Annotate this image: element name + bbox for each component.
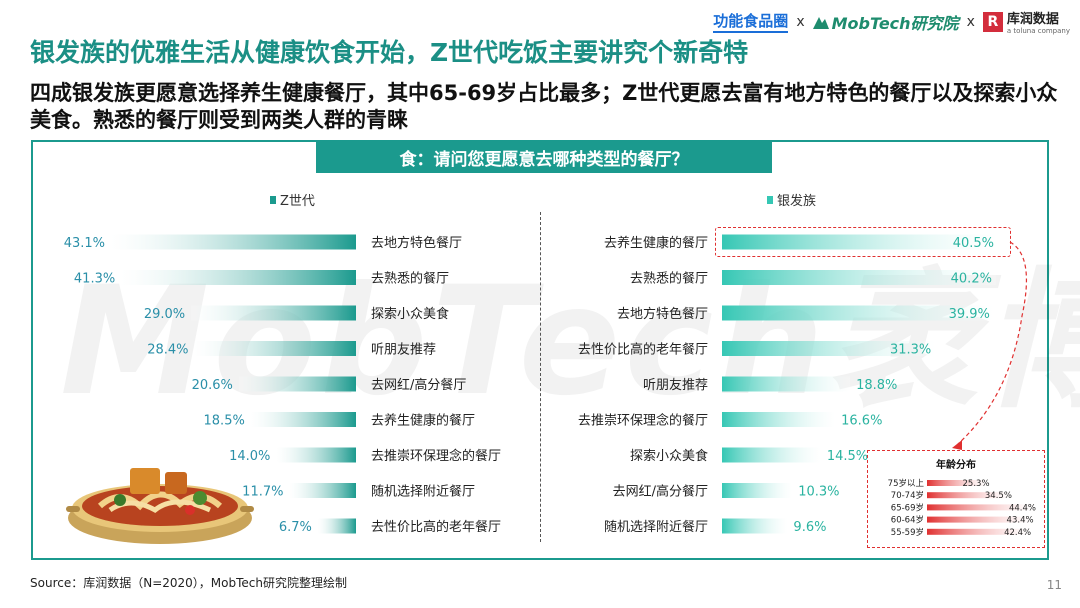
hotpot-illustration xyxy=(66,468,254,544)
age-category-label: 70-74岁 xyxy=(891,490,924,501)
genz-bar xyxy=(121,270,356,285)
silver-value-label: 10.3% xyxy=(798,485,839,500)
genz-category-label: 探索小众美食 xyxy=(371,306,449,322)
logo-separator: x xyxy=(796,13,805,30)
genz-value-label: 28.4% xyxy=(147,343,188,358)
genz-bar xyxy=(191,305,356,321)
genz-bar xyxy=(289,483,356,498)
genz-category-label: 随机选择附近餐厅 xyxy=(371,484,475,500)
age-distribution-title: 年龄分布 xyxy=(936,460,976,471)
silver-value-label: 39.9% xyxy=(949,307,990,322)
silver-value-label: 9.6% xyxy=(793,520,826,535)
genz-bar xyxy=(276,447,356,463)
silver-category-label: 去养生健康的餐厅 xyxy=(604,235,708,251)
genz-value-label: 6.7% xyxy=(279,520,312,535)
source-note: Source：库润数据（N=2020），MobTech研究院整理绘制 xyxy=(30,576,347,590)
age-bar xyxy=(927,516,1033,523)
silver-value-label: 40.5% xyxy=(953,236,994,251)
callout-arrow xyxy=(952,241,1027,450)
genz-category-label: 去熟悉的餐厅 xyxy=(371,271,449,287)
legend-genz: Z世代 xyxy=(270,190,315,209)
genz-value-label: 18.5% xyxy=(204,414,245,429)
genz-category-label: 听朋友推荐 xyxy=(371,342,436,358)
logo-separator: x xyxy=(966,13,975,30)
age-value-label: 44.4% xyxy=(1009,503,1036,513)
silver-bar xyxy=(722,518,788,534)
kurun-logo: R 库润数据 a toluna company xyxy=(982,8,1070,35)
silver-category-label: 去地方特色餐厅 xyxy=(617,306,708,322)
kurun-mark-icon: R xyxy=(982,11,1003,32)
page-subtitle: 四成银发族更愿意选择养生健康餐厅，其中65-69岁占比最多；Z世代更愿去富有地方… xyxy=(30,81,1058,132)
genz-value-label: 41.3% xyxy=(74,272,115,287)
silver-bar xyxy=(722,447,821,463)
genz-value-label: 20.6% xyxy=(192,378,233,393)
silver-bar xyxy=(722,234,998,250)
age-category-label: 60-64岁 xyxy=(891,515,924,526)
age-category-label: 75岁以上 xyxy=(888,478,925,489)
silver-category-label: 去性价比高的老年餐厅 xyxy=(578,342,708,358)
silver-value-label: 16.6% xyxy=(841,414,882,429)
genz-bar xyxy=(238,376,356,392)
silver-category-label: 听朋友推荐 xyxy=(643,377,708,393)
legend-swatch-icon xyxy=(270,195,276,204)
legend-silver: 银发族 xyxy=(767,190,816,209)
silver-value-label: 31.3% xyxy=(890,343,931,358)
silver-value-label: 14.5% xyxy=(827,449,868,464)
functional-food-logo: 功能食品圈 xyxy=(713,10,789,33)
age-bar xyxy=(927,528,1031,535)
page-number: 11 xyxy=(1046,578,1062,592)
genz-value-label: 14.0% xyxy=(229,449,270,464)
legend-swatch-icon xyxy=(767,195,773,204)
age-bar xyxy=(927,480,989,486)
genz-bar xyxy=(194,341,356,356)
silver-bar xyxy=(722,483,793,498)
age-category-label: 65-69岁 xyxy=(891,502,924,513)
genz-category-label: 去网红/高分餐厅 xyxy=(371,377,466,393)
silver-category-label: 去网红/高分餐厅 xyxy=(613,484,708,500)
genz-value-label: 29.0% xyxy=(144,307,185,322)
silver-category-label: 探索小众美食 xyxy=(630,448,708,464)
silver-bar xyxy=(722,376,851,392)
age-bar xyxy=(927,492,1011,499)
genz-category-label: 去性价比高的老年餐厅 xyxy=(371,519,501,535)
genz-value-label: 11.7% xyxy=(242,485,283,500)
age-value-label: 42.4% xyxy=(1004,528,1031,538)
silver-value-label: 18.8% xyxy=(856,378,897,393)
silver-bar xyxy=(722,412,836,427)
age-bar xyxy=(927,504,1035,511)
silver-bar xyxy=(722,270,996,285)
genz-category-label: 去地方特色餐厅 xyxy=(371,235,462,251)
age-distribution-box xyxy=(867,450,1045,548)
genz-value-label: 43.1% xyxy=(64,236,105,251)
genz-bar xyxy=(317,518,356,534)
age-value-label: 25.3% xyxy=(963,479,990,489)
silver-category-label: 随机选择附近餐厅 xyxy=(604,519,708,535)
genz-bar xyxy=(111,234,356,250)
header-logos: 功能食品圈 x MobTech研究院 x R 库润数据 a toluna com… xyxy=(713,8,1070,35)
age-value-label: 34.5% xyxy=(985,491,1012,501)
silver-category-label: 去熟悉的餐厅 xyxy=(630,271,708,287)
mobtech-mark-icon xyxy=(812,16,829,29)
silver-value-label: 40.2% xyxy=(951,272,992,287)
question-banner: 食：请问您更愿意去哪种类型的餐厅？ xyxy=(316,141,772,173)
silver-bar xyxy=(722,341,936,356)
genz-category-label: 去养生健康的餐厅 xyxy=(371,413,475,429)
genz-bar xyxy=(250,412,356,427)
mobtech-logo: MobTech研究院 xyxy=(812,10,959,34)
silver-bar xyxy=(722,305,994,321)
age-value-label: 43.4% xyxy=(1007,516,1034,526)
age-category-label: 55-59岁 xyxy=(891,527,924,538)
silver-category-label: 去推崇环保理念的餐厅 xyxy=(578,413,708,429)
center-divider xyxy=(540,212,541,542)
genz-category-label: 去推崇环保理念的餐厅 xyxy=(371,448,501,464)
page-title: 银发族的优雅生活从健康饮食开始，Z世代吃饭主要讲究个新奇特 xyxy=(30,38,749,67)
